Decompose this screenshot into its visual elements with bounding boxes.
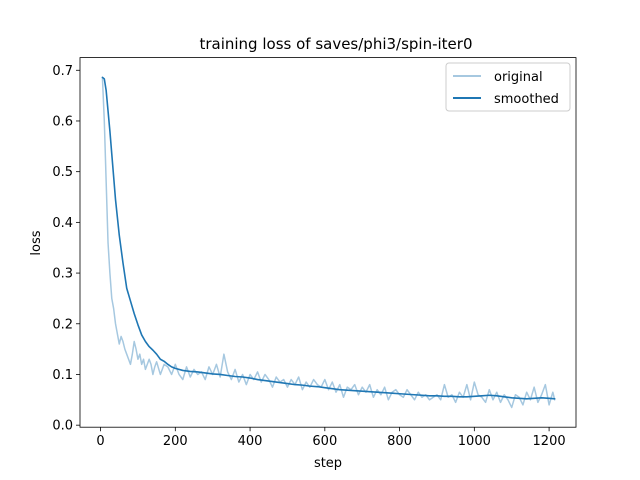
series-line-smoothed [101, 76, 556, 400]
y-tick-label: 0.6 [52, 114, 73, 129]
y-tick-label: 0.3 [52, 267, 73, 282]
legend-label-original: original [494, 70, 543, 85]
x-tick-label: 600 [312, 434, 337, 449]
y-tick-label: 0.5 [52, 165, 73, 180]
y-tick-label: 0.7 [52, 64, 73, 79]
y-axis-ticks: 0.0 0.1 0.2 0.3 0.4 0.5 0.6 0.7 [52, 64, 80, 434]
series-layer [101, 76, 556, 409]
x-tick-label: 1000 [458, 434, 491, 449]
y-tick-label: 0.2 [52, 317, 73, 332]
plot-area-frame [79, 57, 577, 428]
x-tick-label: 400 [238, 434, 263, 449]
x-tick-label: 200 [163, 434, 188, 449]
x-axis-ticks: 0 200 400 600 800 1000 1200 [96, 427, 566, 449]
legend-label-smoothed: smoothed [494, 92, 559, 107]
y-tick-label: 0.4 [52, 216, 73, 231]
legend: original smoothed [445, 62, 571, 112]
y-tick-label: 0.0 [52, 419, 73, 434]
y-tick-label: 0.1 [52, 368, 73, 383]
x-tick-label: 0 [96, 434, 104, 449]
x-axis-label: step [314, 456, 342, 471]
y-axis-label: loss [29, 230, 44, 255]
x-tick-label: 800 [387, 434, 412, 449]
x-tick-label: 1200 [533, 434, 566, 449]
chart-title: training loss of saves/phi3/spin-iter0 [199, 35, 472, 53]
series-line-original [101, 77, 556, 409]
